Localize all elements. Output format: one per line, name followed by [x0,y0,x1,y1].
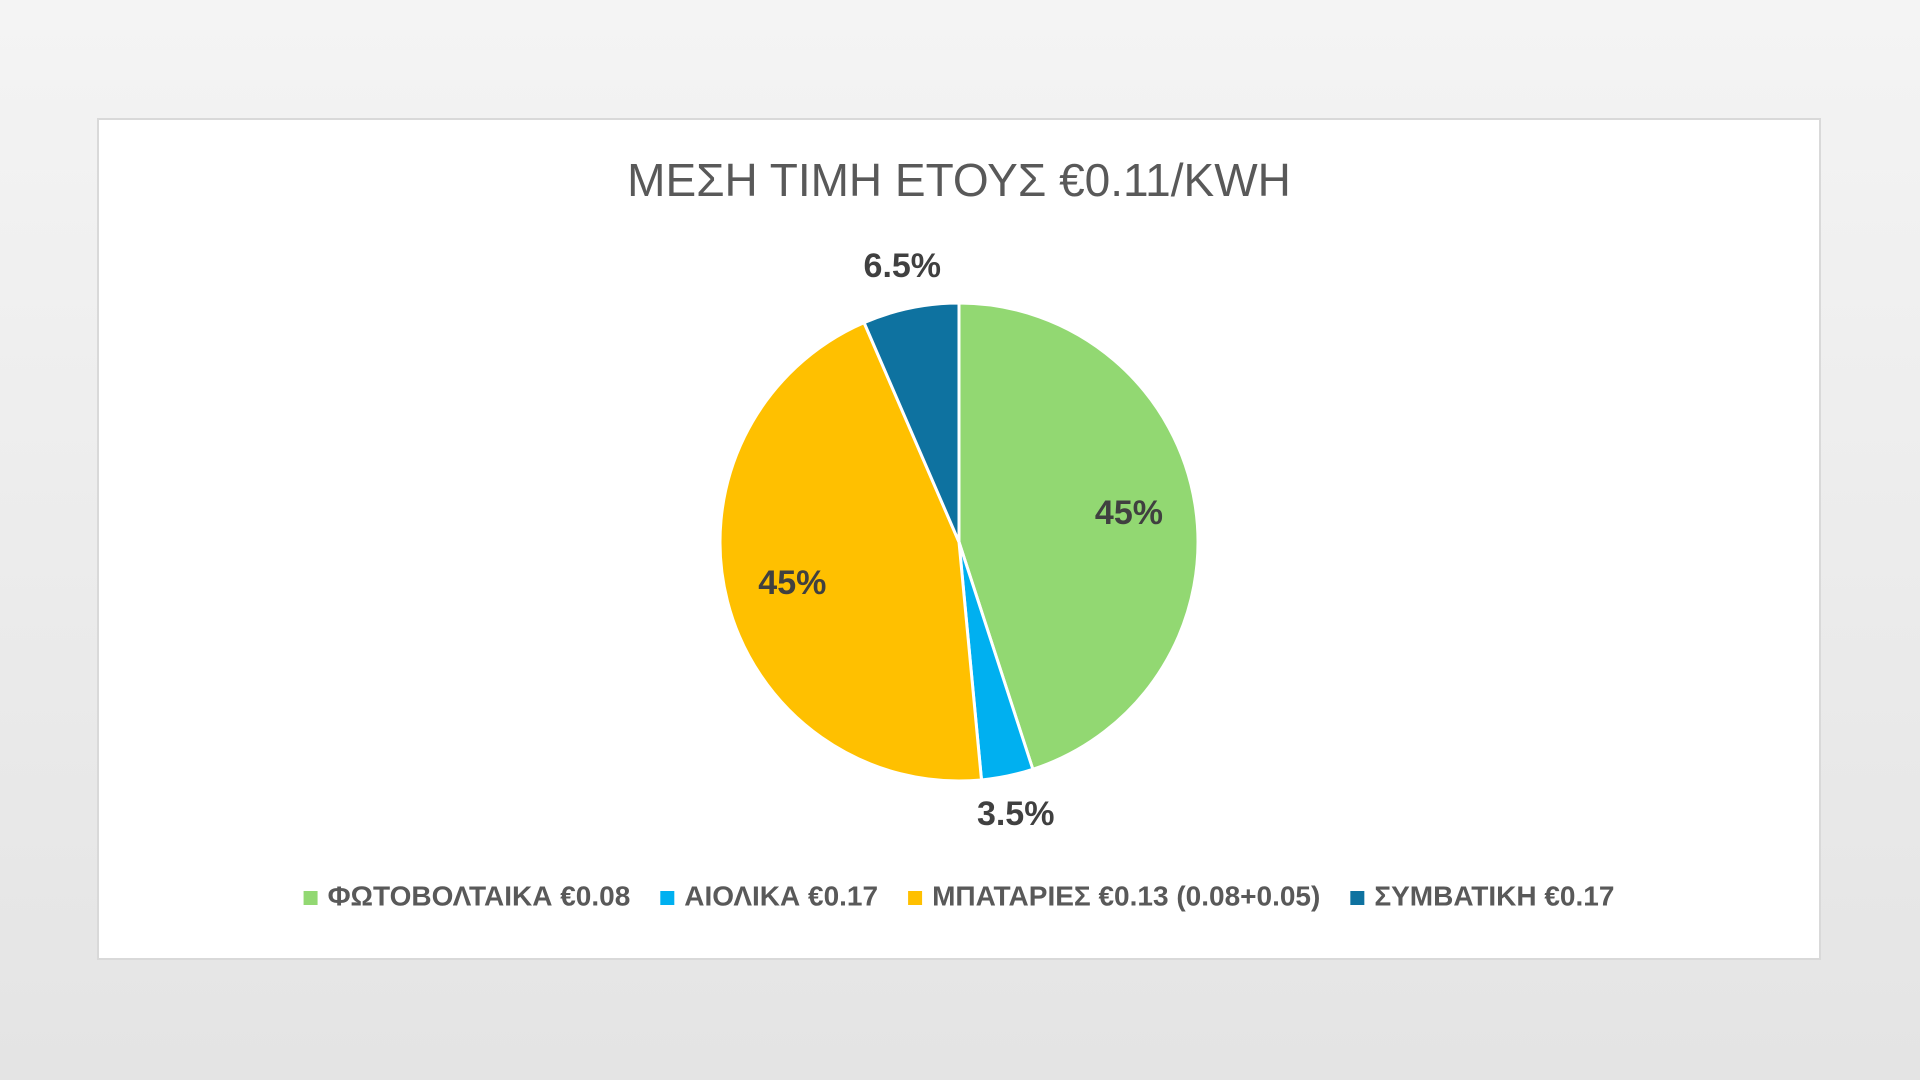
chart-title: ΜΕΣΗ ΤΙΜΗ ΕΤΟΥΣ €0.11/KWH [627,154,1291,206]
data-label: 3.5% [977,795,1055,833]
legend-swatch [1350,891,1365,905]
legend-swatch [908,891,923,905]
legend-swatch [303,891,318,905]
data-label: 45% [758,564,826,602]
pie-slice [957,301,1200,772]
pie-slice [718,320,984,783]
legend-label: ΑΙΟΛΙΚΑ €0.17 [684,880,878,911]
data-label: 6.5% [864,247,942,285]
legend-label: ΦΩΤΟΒΟΛΤΑΙΚΑ €0.08 [328,880,631,911]
data-label: 45% [1095,494,1163,532]
pie-slice [862,301,961,543]
legend-label: ΜΠΑΤΑΡΙΕΣ €0.13 (0.08+0.05) [932,880,1320,911]
legend-label: ΣΥΜΒΑΤΙΚΗ €0.17 [1374,880,1614,911]
legend-swatch [660,891,675,905]
